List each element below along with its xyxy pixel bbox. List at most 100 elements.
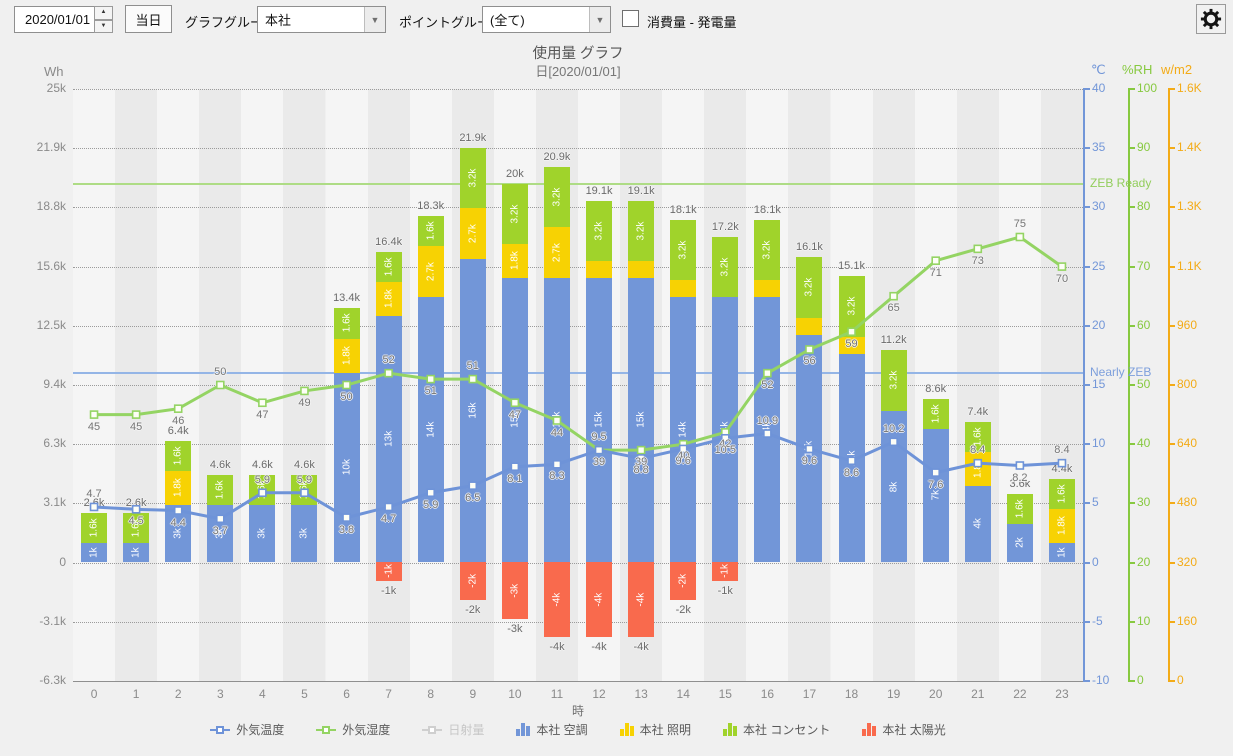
axis-tick <box>1083 206 1090 209</box>
axis-tick <box>1168 324 1175 327</box>
bar-segment-label: 1.6k <box>425 221 437 241</box>
axis-tick <box>1168 502 1175 505</box>
bar-segment-label: 1.6k <box>341 314 353 333</box>
bar-total-label: 8.6k <box>925 383 947 396</box>
point-label-humidity: 44 <box>550 426 564 439</box>
dropdown-arrow-icon[interactable]: ▼ <box>364 7 385 32</box>
bar-segment-label: 3.2k <box>593 221 605 241</box>
point-label-temperature: 5.9 <box>254 473 271 486</box>
y-axis-tick-label: 0 <box>59 554 66 569</box>
graph-group-label: グラフグループ: <box>185 15 279 30</box>
axis-tick <box>1128 147 1135 150</box>
date-input[interactable] <box>14 6 95 33</box>
settings-button[interactable] <box>1196 4 1226 34</box>
bar-segment-label: 1.6k <box>1056 484 1068 504</box>
x-axis-tick-label: 8 <box>427 687 435 701</box>
legend-item[interactable]: 日射量 <box>422 721 484 738</box>
date-decrement-button[interactable]: ▼ <box>94 19 113 33</box>
gear-icon <box>1200 8 1222 30</box>
ref-line-label: ZEB Ready <box>1090 175 1152 190</box>
y-axis-tick-label: 18.8k <box>36 199 66 214</box>
legend-item[interactable]: 本社 空調 <box>516 721 588 738</box>
bar-negative-label: -4k <box>591 641 607 654</box>
y-axis-tick-label: 21.9k <box>36 140 66 155</box>
bar-segment-outlet <box>459 147 486 209</box>
graph-group-select[interactable]: 本社 ▼ <box>257 6 386 33</box>
legend-label: 外気湿度 <box>342 723 391 737</box>
line-legend-icon <box>316 724 337 736</box>
point-label-humidity: 70 <box>1055 272 1069 285</box>
x-axis-tick-label: 0 <box>90 687 98 701</box>
axis-tick-label: 80 <box>1137 199 1151 214</box>
bar-total-label: 19.1k <box>585 184 613 197</box>
point-group-select[interactable]: (全て) ▼ <box>482 6 611 33</box>
point-label-humidity: 59 <box>845 337 858 350</box>
legend-item[interactable]: 外気湿度 <box>316 721 390 738</box>
point-label-humidity: 45 <box>87 420 101 433</box>
point-label-temperature: 7.6 <box>928 478 944 491</box>
x-axis-tick-label: 1 <box>132 687 140 701</box>
bar-legend-icon <box>723 723 738 736</box>
wh-axis-title: Wh <box>44 64 64 79</box>
legend-item[interactable]: 本社 照明 <box>619 721 691 738</box>
axis-tick <box>1128 620 1135 623</box>
bar-segment-label: 3.2k <box>719 257 731 277</box>
point-label-temperature: 10.2 <box>882 422 905 435</box>
axis-tick-label: 35 <box>1092 140 1106 155</box>
point-label-humidity: 73 <box>971 254 984 267</box>
axis-tick-label: 20 <box>1092 317 1106 332</box>
point-label-temperature: 3.7 <box>212 524 228 537</box>
date-spinner: ▲ ▼ <box>94 6 113 33</box>
axis-tick <box>1128 88 1135 90</box>
line-legend-icon <box>210 724 231 736</box>
axis-tick-label: 320 <box>1177 554 1198 569</box>
bar-segment-label: 12k <box>803 440 815 457</box>
bar-segment-label: 3.2k <box>761 240 773 260</box>
x-axis-tick-label: 19 <box>886 687 901 701</box>
bar-segment-label: 2.7k <box>425 262 437 281</box>
axis-tick-label: 1.1K <box>1177 258 1202 273</box>
x-axis-tick-label: 17 <box>802 687 817 701</box>
x-axis-tick-label: 16 <box>760 687 775 701</box>
axis-tick <box>1128 443 1135 446</box>
axis-tick-label: 640 <box>1177 436 1198 451</box>
gridline <box>73 562 1083 564</box>
point-label-humidity: 47 <box>508 408 521 421</box>
legend-item[interactable]: 外気温度 <box>210 721 284 738</box>
axis-tick <box>1128 206 1135 209</box>
point-label-temperature: 6.5 <box>465 491 481 504</box>
y-axis-tick-label: 3.1k <box>43 495 66 510</box>
legend-item[interactable]: 本社 太陽光 <box>862 721 946 738</box>
y-axis-tick-label: -3.1k <box>39 613 66 628</box>
bar-negative-label: -3k <box>507 622 523 635</box>
today-button[interactable]: 当日 <box>125 5 172 33</box>
consumption-generation-checkbox[interactable] <box>622 10 639 27</box>
axis-tick-label: 30 <box>1137 495 1151 510</box>
point-group-label: ポイントグループ: <box>399 15 506 30</box>
dropdown-arrow-icon[interactable]: ▼ <box>589 7 610 32</box>
bar-total-label: 18.1k <box>753 203 781 216</box>
legend-label: 本社 コンセント <box>743 723 831 737</box>
bar-negative-label: -2k <box>675 603 691 616</box>
bar-segment-label: 2.7k <box>551 243 563 263</box>
point-label-humidity: 52 <box>382 354 395 367</box>
point-label-humidity: 45 <box>130 420 143 433</box>
x-axis-tick-label: 9 <box>469 687 477 701</box>
axis-tick-label: 70 <box>1137 258 1151 273</box>
bar-total-label: 21.9k <box>459 131 487 144</box>
legend: 外気温度 外気湿度 日射量 本社 空調 本社 照明 本社 コンセント 本社 太陽光 <box>73 721 1083 738</box>
bar-segment-label: 1.6k <box>214 480 226 500</box>
bar-segment-label: 3k <box>298 528 310 539</box>
x-axis-tick-label: 3 <box>216 687 224 701</box>
bar-segment-lighting <box>670 280 697 298</box>
point-label-temperature: 8.8 <box>633 464 649 477</box>
legend-label: 本社 太陽光 <box>882 723 946 737</box>
bar-total-label: 4.6k <box>294 458 315 471</box>
axis-tick-label: 5 <box>1092 495 1099 510</box>
x-axis-tick-label: 5 <box>301 687 308 701</box>
date-increment-button[interactable]: ▲ <box>94 6 113 20</box>
bar-total-label: 17.2k <box>711 220 739 233</box>
point-label-temperature: 8.3 <box>549 470 565 483</box>
legend-item[interactable]: 本社 コンセント <box>723 721 830 738</box>
